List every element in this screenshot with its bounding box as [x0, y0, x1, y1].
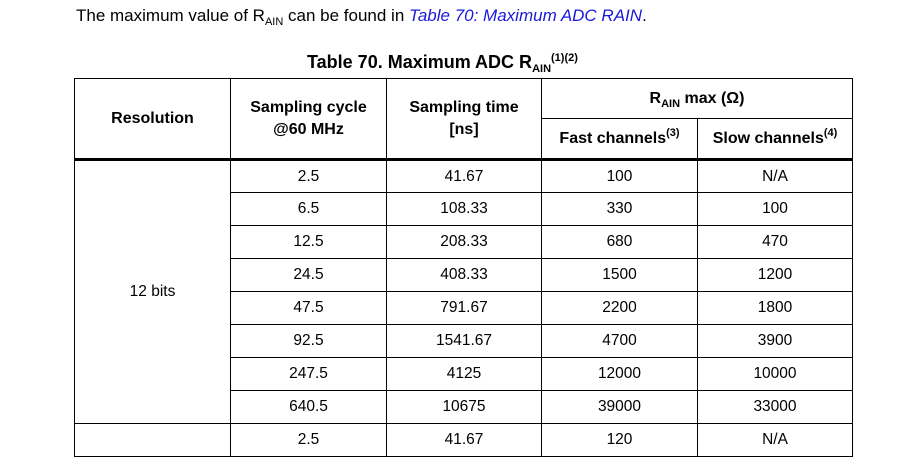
caption-subscript: AIN [532, 63, 552, 75]
header-sampling-cycle: Sampling cycle @60 MHz [230, 78, 387, 160]
slow-channel-cell: 10000 [697, 357, 853, 391]
intro-suffix: . [642, 6, 647, 25]
header-slow-channels: Slow channels(4) [697, 118, 853, 161]
sampling-time-cell: 208.33 [386, 225, 542, 259]
slow-channel-cell: N/A [697, 158, 853, 193]
slow-channel-cell: 33000 [697, 390, 853, 424]
sampling-cycle-cell: 92.5 [230, 324, 387, 358]
fast-channel-cell: 4700 [541, 324, 698, 358]
table-row: 92.5 1541.67 4700 3900 [75, 324, 853, 358]
sampling-cycle-cell: 2.5 [230, 423, 387, 457]
slow-channel-cell: 1200 [697, 258, 853, 292]
intro-middle: can be found in [283, 6, 410, 25]
sampling-time-cell: 791.67 [386, 291, 542, 325]
sampling-cycle-cell: 24.5 [230, 258, 387, 292]
intro-paragraph: The maximum value of RAIN can be found i… [76, 6, 647, 28]
table-row: 12.5 208.33 680 470 [75, 225, 853, 259]
table-row: 12 bits 2.5 41.67 100 N/A [74, 158, 853, 424]
table-row: 24.5 408.33 1500 1200 [75, 258, 853, 292]
caption-footnote-refs: (1)(2) [551, 52, 578, 64]
sampling-cycle-cell: 47.5 [230, 291, 387, 325]
fast-channel-cell: 39000 [541, 390, 698, 424]
sampling-cycle-cell: 12.5 [230, 225, 387, 259]
slow-channel-cell: 3900 [697, 324, 853, 358]
slow-channel-cell: 100 [697, 192, 853, 226]
table-reference-link[interactable]: Table 70: Maximum ADC RAIN [409, 6, 643, 25]
sampling-cycle-cell: 640.5 [230, 390, 387, 424]
fast-channel-cell: 100 [541, 158, 698, 193]
fast-channel-cell: 2200 [541, 291, 698, 325]
table-row: 640.5 10675 39000 33000 [75, 390, 853, 424]
sampling-time-cell: 41.67 [386, 423, 542, 457]
fast-channel-cell: 1500 [541, 258, 698, 292]
intro-subscript: AIN [264, 16, 284, 28]
sampling-time-cell: 4125 [386, 357, 542, 391]
sampling-time-cell: 108.33 [386, 192, 542, 226]
resolution-cell [74, 423, 231, 457]
header-rain-max: RAIN max (Ω) [541, 78, 853, 119]
sampling-cycle-cell: 2.5 [230, 158, 387, 193]
sampling-time-cell: 1541.67 [386, 324, 542, 358]
table-row: 47.5 791.67 2200 1800 [75, 291, 853, 325]
header-resolution: Resolution [74, 78, 231, 160]
sampling-time-cell: 41.67 [386, 158, 542, 193]
table-row: 6.5 108.33 330 100 [75, 192, 853, 226]
fast-channel-cell: 12000 [541, 357, 698, 391]
table-row: 2.5 41.67 120 N/A [74, 423, 853, 457]
sampling-cycle-cell: 247.5 [230, 357, 387, 391]
sampling-time-cell: 408.33 [386, 258, 542, 292]
sampling-time-cell: 10675 [386, 390, 542, 424]
caption-prefix: Table 70. Maximum ADC R [307, 52, 533, 72]
sampling-cycle-cell: 6.5 [230, 192, 387, 226]
header-fast-channels: Fast channels(3) [541, 118, 698, 161]
fast-channel-cell: 680 [541, 225, 698, 259]
header-sampling-time: Sampling time [ns] [386, 78, 542, 160]
table-caption: Table 70. Maximum ADC RAIN(1)(2) [307, 52, 578, 75]
adc-rain-table: Resolution Sampling cycle @60 MHz Samplin… [74, 78, 853, 457]
slow-channel-cell: N/A [697, 423, 853, 457]
fast-channel-cell: 330 [541, 192, 698, 226]
slow-channel-cell: 1800 [697, 291, 853, 325]
table-row: 247.5 4125 12000 10000 [75, 357, 853, 391]
intro-prefix: The maximum value of R [76, 6, 265, 25]
table-body: 12 bits 2.5 41.67 100 N/A 6.5 108.33 330 100 12.5… [74, 158, 853, 457]
fast-channel-cell: 120 [541, 423, 698, 457]
resolution-cell: 12 bits [74, 158, 231, 424]
slow-channel-cell: 470 [697, 225, 853, 259]
